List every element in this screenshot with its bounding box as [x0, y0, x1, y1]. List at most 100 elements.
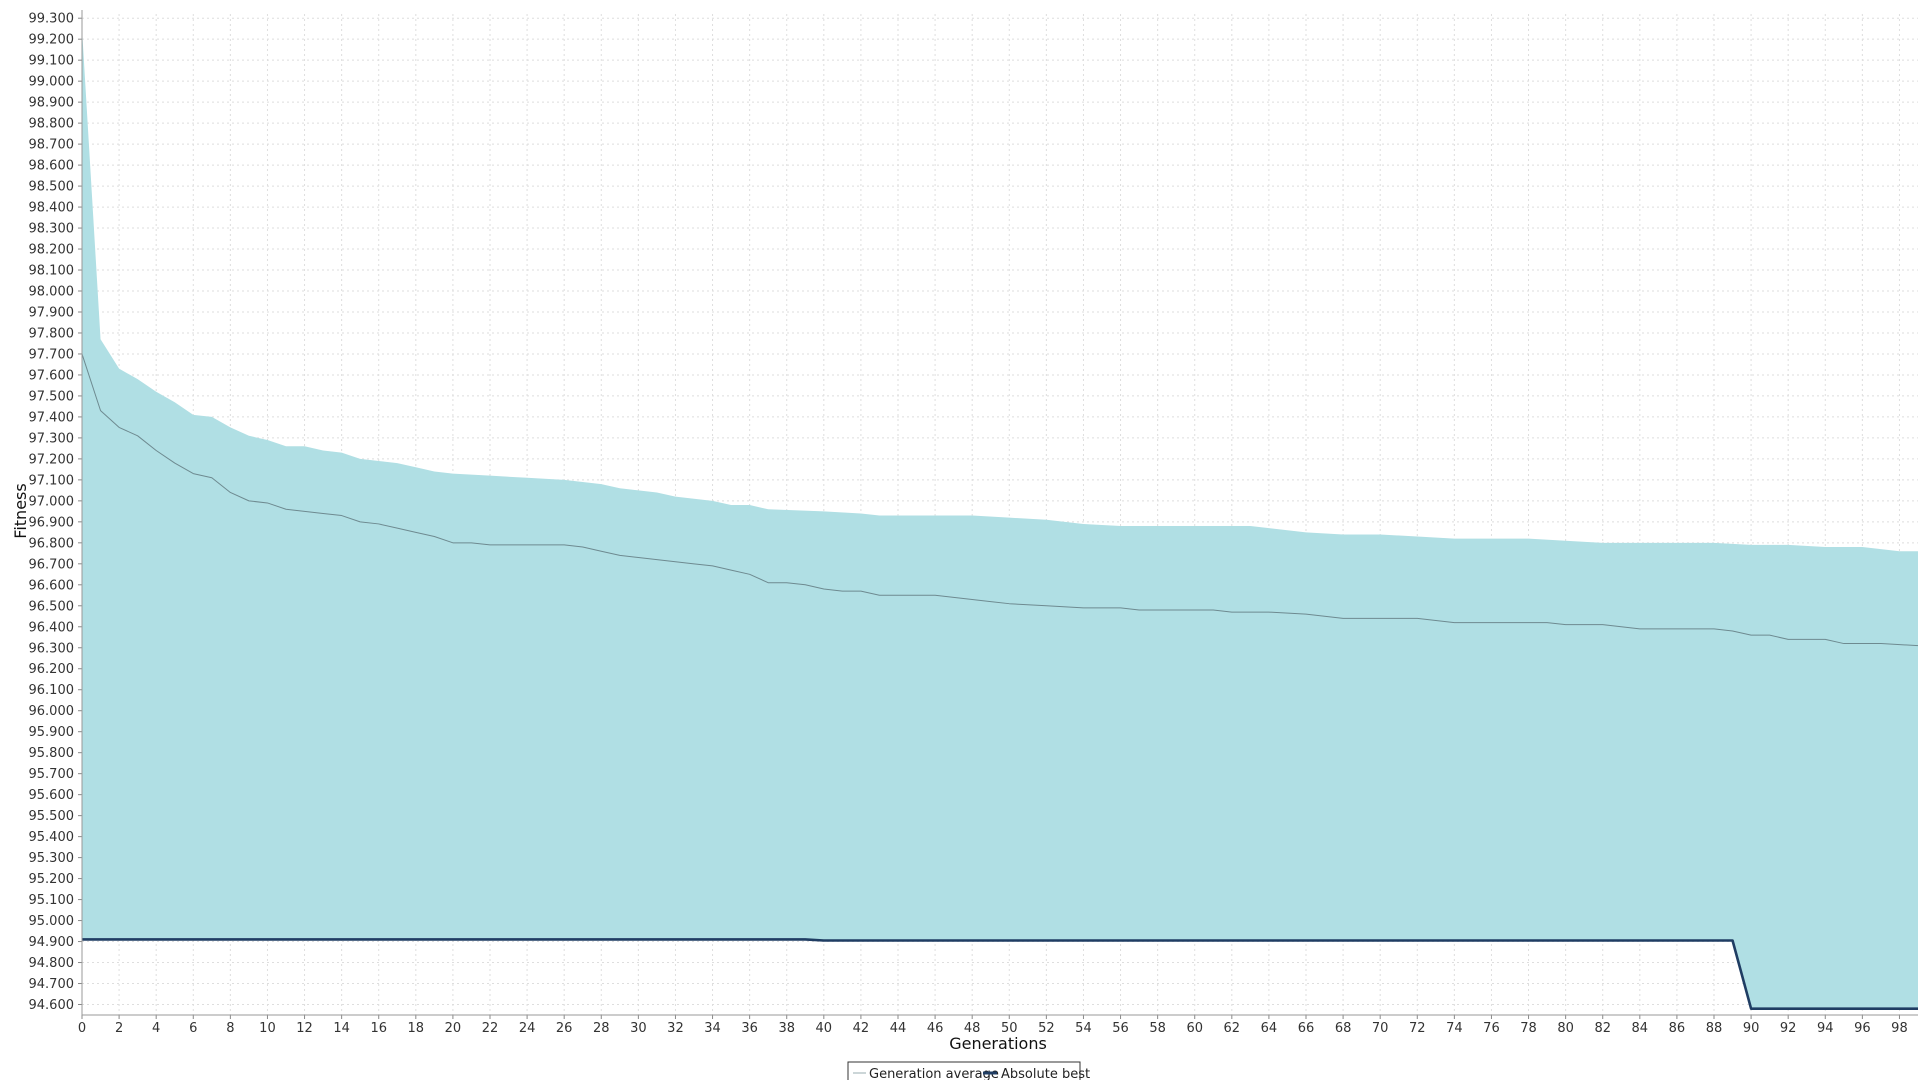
y-tick-label: 98.600	[29, 159, 75, 174]
x-tick-label: 40	[816, 1021, 833, 1036]
x-tick-label: 50	[1001, 1021, 1018, 1036]
generation-average-line	[81, 353, 1919, 647]
fitness-range-band	[82, 28, 1918, 1009]
y-tick-label: 98.900	[29, 96, 75, 111]
y-tick-label: 98.300	[29, 222, 75, 237]
x-tick-label: 8	[226, 1021, 234, 1036]
x-tick-label: 96	[1854, 1021, 1871, 1036]
y-tick-label: 96.100	[29, 683, 75, 698]
y-tick-label: 98.500	[29, 180, 75, 195]
x-tick-label: 82	[1594, 1021, 1611, 1036]
x-tick-label: 90	[1743, 1021, 1760, 1036]
x-tick-label: 34	[704, 1021, 721, 1036]
x-tick-label: 68	[1335, 1021, 1352, 1036]
x-tick-label: 10	[259, 1021, 276, 1036]
x-tick-label: 46	[927, 1021, 944, 1036]
y-tick-label: 96.400	[29, 620, 75, 635]
x-tick-label: 14	[333, 1021, 350, 1036]
x-tick-label: 60	[1186, 1021, 1203, 1036]
y-tick-label: 96.700	[29, 557, 75, 572]
y-tick-label: 95.500	[29, 809, 75, 824]
y-tick-label: 96.000	[29, 704, 75, 719]
x-tick-label: 66	[1298, 1021, 1315, 1036]
y-tick-label: 97.200	[29, 452, 75, 467]
x-tick-label: 70	[1372, 1021, 1389, 1036]
x-tick-label: 94	[1817, 1021, 1834, 1036]
y-tick-label: 96.500	[29, 599, 75, 614]
y-tick-label: 99.100	[29, 54, 75, 69]
y-tick-label: 94.900	[29, 935, 75, 950]
y-tick-label: 96.200	[29, 662, 75, 677]
y-tick-label: 94.600	[29, 998, 75, 1013]
y-tick-label: 95.900	[29, 725, 75, 740]
x-tick-label: 6	[189, 1021, 197, 1036]
x-tick-label: 76	[1483, 1021, 1500, 1036]
x-tick-label: 92	[1780, 1021, 1797, 1036]
x-tick-label: 22	[482, 1021, 499, 1036]
x-tick-label: 52	[1038, 1021, 1055, 1036]
legend-label-absolute-best: Absolute best	[1001, 1067, 1090, 1080]
y-tick-label: 96.600	[29, 578, 75, 593]
y-tick-label: 95.000	[29, 914, 75, 929]
y-tick-label: 97.500	[29, 389, 75, 404]
absolute-best-line	[82, 938, 1918, 1011]
y-tick-label: 98.400	[29, 201, 75, 216]
y-tick-label: 95.800	[29, 746, 75, 761]
x-tick-label: 62	[1224, 1021, 1241, 1036]
x-tick-label: 4	[152, 1021, 160, 1036]
x-tick-label: 80	[1557, 1021, 1574, 1036]
y-tick-label: 95.100	[29, 893, 75, 908]
x-tick-label: 12	[296, 1021, 313, 1036]
y-tick-label: 95.700	[29, 767, 75, 782]
x-tick-label: 0	[78, 1021, 86, 1036]
y-tick-label: 99.300	[29, 12, 75, 27]
x-tick-label: 2	[115, 1021, 123, 1036]
y-tick-label: 95.400	[29, 830, 75, 845]
legend-label-generation-average: Generation average	[869, 1067, 999, 1080]
x-tick-label: 42	[853, 1021, 870, 1036]
x-tick-label: 54	[1075, 1021, 1092, 1036]
x-tick-label: 58	[1149, 1021, 1166, 1036]
y-tick-label: 97.000	[29, 494, 75, 509]
x-axis-title: Generations	[949, 1034, 1047, 1053]
x-tick-label: 16	[370, 1021, 387, 1036]
legend-box	[847, 1061, 1081, 1084]
y-tick-label: 95.200	[29, 872, 75, 887]
y-tick-label: 97.100	[29, 473, 75, 488]
y-axis-title: Fitness	[11, 483, 30, 538]
x-tick-label: 98	[1891, 1021, 1908, 1036]
x-tick-label: 86	[1669, 1021, 1686, 1036]
y-tick-label: 95.600	[29, 788, 75, 803]
x-tick-label: 56	[1112, 1021, 1129, 1036]
y-tick-label: 98.000	[29, 285, 75, 300]
x-tick-label: 78	[1520, 1021, 1537, 1036]
y-tick-label: 96.800	[29, 536, 75, 551]
x-tick-label: 18	[408, 1021, 425, 1036]
x-tick-label: 26	[556, 1021, 573, 1036]
y-tick-label: 98.100	[29, 264, 75, 279]
x-tick-label: 32	[667, 1021, 684, 1036]
x-tick-label: 30	[630, 1021, 647, 1036]
x-tick-label: 64	[1261, 1021, 1278, 1036]
y-tick-label: 99.200	[29, 33, 75, 48]
y-tick-label: 97.900	[29, 305, 75, 320]
y-tick-label: 94.800	[29, 956, 75, 971]
y-tick-label: 95.300	[29, 851, 75, 866]
x-tick-label: 20	[445, 1021, 462, 1036]
x-tick-label: 84	[1632, 1021, 1649, 1036]
y-tick-label: 98.200	[29, 243, 75, 258]
x-tick-label: 44	[890, 1021, 907, 1036]
x-tick-label: 24	[519, 1021, 536, 1036]
x-tick-label: 72	[1409, 1021, 1426, 1036]
y-tick-label: 96.900	[29, 515, 75, 530]
y-tick-label: 96.300	[29, 641, 75, 656]
y-tick-label: 97.700	[29, 347, 75, 362]
x-tick-label: 74	[1446, 1021, 1463, 1036]
y-tick-label: 99.000	[29, 75, 75, 90]
y-tick-label: 97.600	[29, 368, 75, 383]
y-tick-label: 97.300	[29, 431, 75, 446]
y-tick-label: 94.700	[29, 977, 75, 992]
y-tick-label: 98.800	[29, 117, 75, 132]
